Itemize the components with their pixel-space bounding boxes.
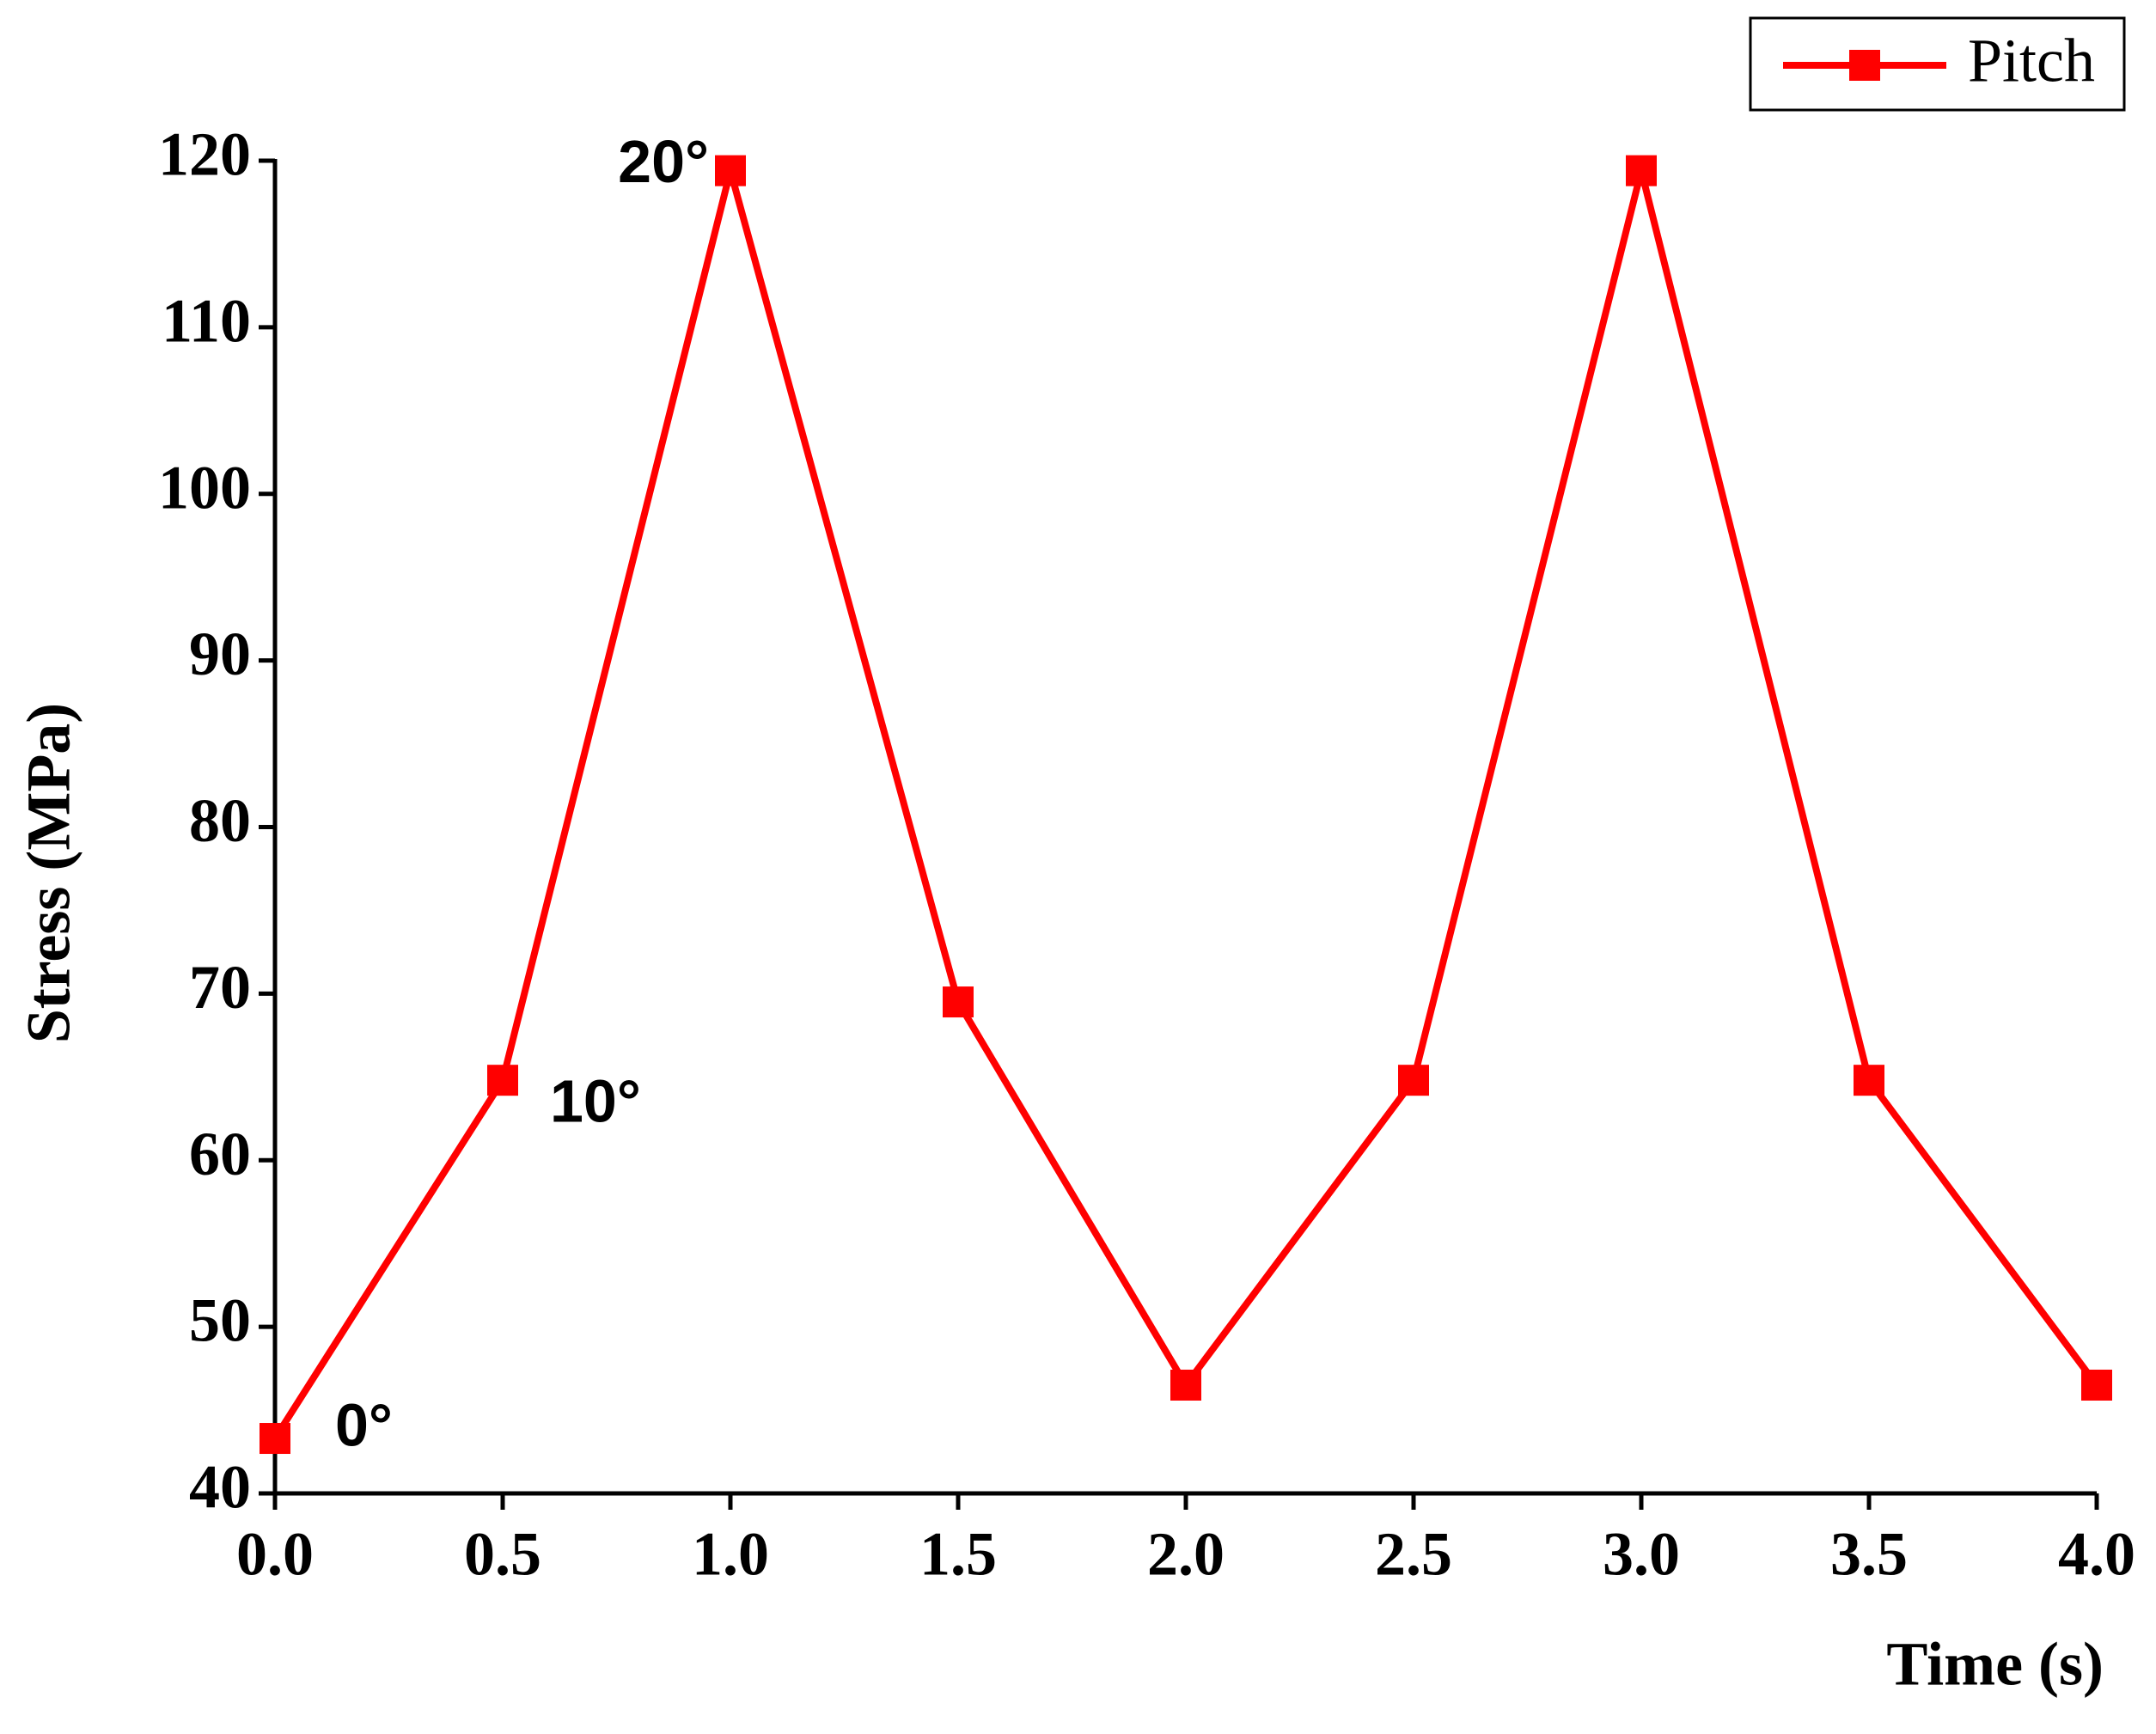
x-tick-label: 1.5 xyxy=(919,1520,997,1589)
x-tick-label: 0.0 xyxy=(236,1520,314,1589)
y-tick-label: 80 xyxy=(189,786,251,855)
line xyxy=(272,156,2100,1441)
marker xyxy=(1398,1065,1429,1096)
legend-label: Pitch xyxy=(1968,27,2095,95)
y-axis-title: Stress (MPa) xyxy=(15,703,83,1044)
annotation: 10° xyxy=(550,1068,641,1135)
x-tick-label: 2.5 xyxy=(1375,1520,1452,1589)
marker xyxy=(1854,1065,1884,1096)
y-tick-label: 90 xyxy=(189,620,251,688)
marker xyxy=(2081,1369,2112,1401)
annotation: 20° xyxy=(618,128,709,195)
x-axis-title: Time (s) xyxy=(1886,1630,2104,1699)
y-tick-label: 120 xyxy=(158,120,251,189)
y-tick-label: 110 xyxy=(162,286,251,355)
y-tick-label: 50 xyxy=(189,1286,251,1355)
marker xyxy=(1626,155,1657,186)
marker xyxy=(1170,1369,1201,1401)
x-tick-label: 0.5 xyxy=(464,1520,541,1589)
x-tick-label: 3.0 xyxy=(1603,1520,1680,1589)
legend-marker xyxy=(1849,50,1880,81)
annotation: 0° xyxy=(335,1392,393,1459)
x-tick-label: 2.0 xyxy=(1147,1520,1225,1589)
marker xyxy=(260,1423,290,1455)
y-tick-label: 40 xyxy=(189,1453,251,1522)
marker xyxy=(487,1065,518,1096)
x-tick-label: 4.0 xyxy=(2058,1520,2135,1589)
x-tick-label: 1.0 xyxy=(692,1520,769,1589)
y-tick-label: 60 xyxy=(189,1120,251,1188)
marker xyxy=(715,155,746,186)
y-tick-label: 100 xyxy=(158,453,251,522)
y-tick-label: 70 xyxy=(189,953,251,1022)
marker xyxy=(943,986,974,1018)
x-tick-label: 3.5 xyxy=(1830,1520,1908,1589)
